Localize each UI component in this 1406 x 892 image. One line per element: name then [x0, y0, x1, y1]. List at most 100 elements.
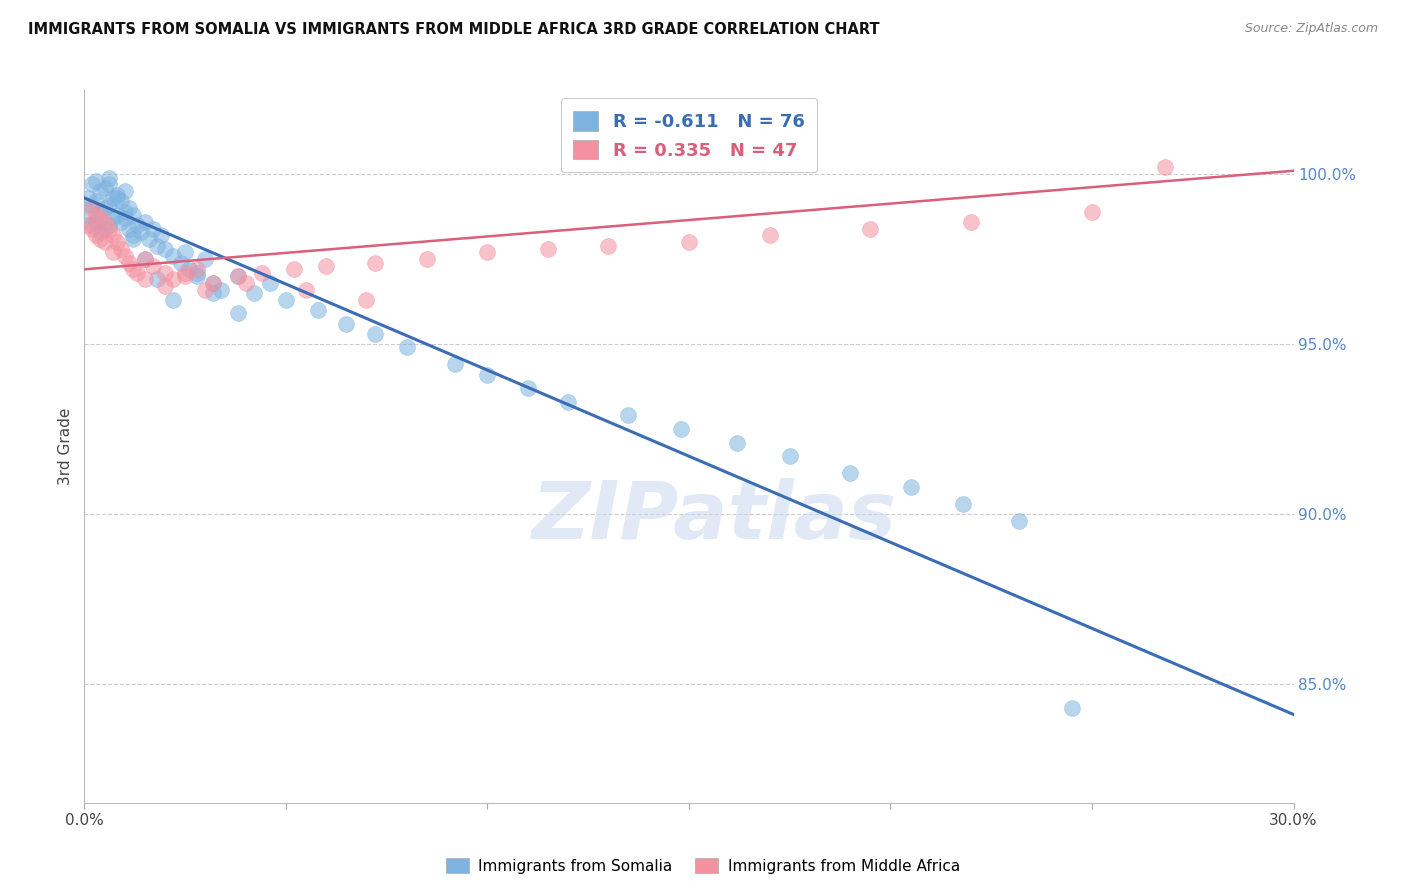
Point [162, 293, 184, 307]
Point [138, 232, 160, 246]
Point [250, 266, 273, 280]
Point [1153, 161, 1175, 175]
Point [97, 218, 120, 232]
Point [110, 242, 132, 256]
Point [97, 198, 120, 212]
Point [82, 201, 104, 215]
Point [235, 276, 257, 290]
Point [114, 249, 136, 263]
Point [149, 228, 172, 243]
Point [89, 184, 111, 198]
Point [118, 255, 141, 269]
Point [82, 178, 104, 192]
Point [146, 238, 169, 252]
Point [101, 211, 124, 226]
Point [1008, 514, 1031, 528]
Point [125, 218, 148, 232]
Point [142, 221, 165, 235]
Point [89, 204, 111, 219]
Point [839, 466, 862, 480]
Point [174, 266, 197, 280]
Point [114, 211, 136, 226]
Point [93, 180, 115, 194]
Point [118, 221, 141, 235]
Point [960, 215, 983, 229]
Point [89, 232, 111, 246]
Point [395, 341, 418, 355]
Point [134, 272, 156, 286]
Point [93, 221, 115, 235]
Point [186, 262, 208, 277]
Point [202, 286, 225, 301]
Point [444, 358, 467, 372]
Point [89, 225, 111, 239]
Point [194, 252, 217, 266]
Point [1081, 204, 1104, 219]
Point [77, 191, 100, 205]
Point [125, 266, 148, 280]
Point [859, 221, 882, 235]
Point [86, 194, 108, 209]
Point [174, 269, 197, 284]
Text: Source: ZipAtlas.com: Source: ZipAtlas.com [1244, 22, 1378, 36]
Point [162, 249, 184, 263]
Point [93, 201, 115, 215]
Point [598, 238, 620, 252]
Point [105, 235, 128, 249]
Point [186, 266, 208, 280]
Point [669, 422, 692, 436]
Point [295, 283, 318, 297]
Point [202, 276, 225, 290]
Point [307, 303, 329, 318]
Point [900, 480, 922, 494]
Point [77, 218, 100, 232]
Point [179, 262, 201, 277]
Point [142, 259, 165, 273]
Point [259, 276, 281, 290]
Point [226, 269, 249, 284]
Point [86, 215, 108, 229]
Point [101, 245, 124, 260]
Point [274, 293, 297, 307]
Text: IMMIGRANTS FROM SOMALIA VS IMMIGRANTS FROM MIDDLE AFRICA 3RD GRADE CORRELATION C: IMMIGRANTS FROM SOMALIA VS IMMIGRANTS FR… [28, 22, 880, 37]
Point [101, 228, 124, 243]
Point [242, 286, 264, 301]
Point [86, 208, 108, 222]
Point [226, 306, 249, 320]
Point [186, 269, 208, 284]
Point [121, 232, 143, 246]
Point [82, 198, 104, 212]
Point [678, 235, 700, 249]
Point [363, 326, 385, 341]
Point [86, 228, 108, 243]
Point [82, 221, 104, 235]
Point [283, 262, 305, 277]
Point [121, 208, 143, 222]
Point [174, 245, 197, 260]
Point [82, 218, 104, 232]
Point [110, 194, 132, 209]
Point [1060, 700, 1083, 714]
Point [725, 435, 748, 450]
Point [118, 201, 141, 215]
Point [114, 184, 136, 198]
Point [416, 252, 439, 266]
Point [134, 215, 156, 229]
Point [97, 221, 120, 235]
Point [363, 255, 385, 269]
Point [105, 191, 128, 205]
Legend: R = -0.611   N = 76, R = 0.335   N = 47: R = -0.611 N = 76, R = 0.335 N = 47 [561, 98, 817, 172]
Point [105, 187, 128, 202]
Point [153, 242, 176, 256]
Point [101, 191, 124, 205]
Point [477, 368, 499, 382]
Text: ZIPatlas: ZIPatlas [530, 478, 896, 557]
Point [153, 279, 176, 293]
Point [93, 215, 115, 229]
Point [105, 208, 128, 222]
Point [202, 276, 225, 290]
Point [356, 293, 378, 307]
Point [146, 272, 169, 286]
Point [97, 170, 120, 185]
Y-axis label: 3rd Grade: 3rd Grade [58, 408, 73, 484]
